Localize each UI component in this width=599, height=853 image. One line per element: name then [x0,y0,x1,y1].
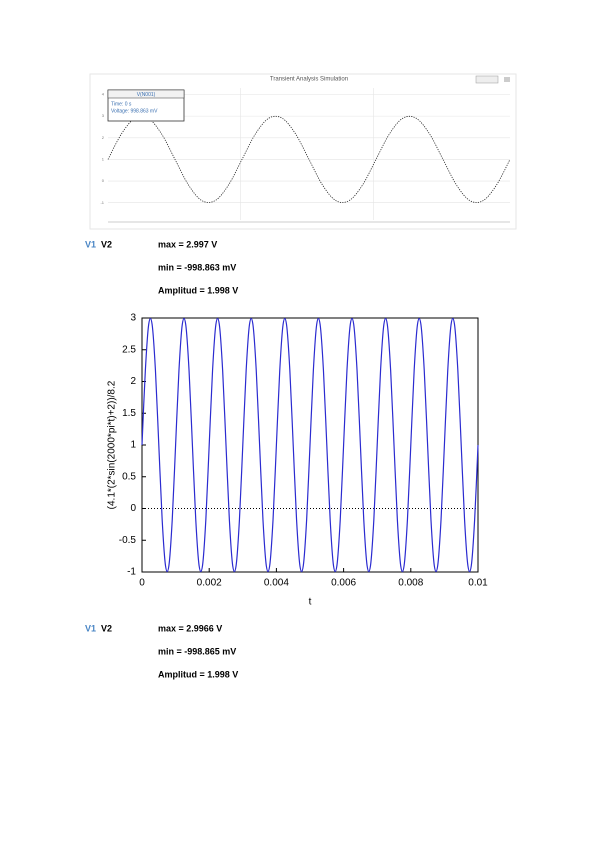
tooltip-header: V(N001) [137,92,156,98]
x-tick-label: 0.004 [264,578,289,589]
readout-line: max = 2.9966 V [158,623,222,633]
v2-label: V2 [101,239,112,249]
tooltip-line: Time: 0 s [111,101,132,107]
y-tick-label: 2.5 [122,344,136,355]
line-series [141,317,479,573]
tooltip-line: Voltage: 998.863 mV [111,108,158,114]
y-tick-label: -1 [127,567,136,578]
chart-title: Transient Analysis Simulation [270,77,348,83]
y-tick-label: 0.5 [122,471,136,482]
v2-label: V2 [101,623,112,633]
x-tick-label: 0.006 [331,578,356,589]
tooltip-header-bg [107,89,185,99]
y-tick-label: 1.5 [122,408,136,419]
readout-line: min = -998.865 mV [158,646,236,656]
y-tick-label: -0.5 [119,535,137,546]
y-tick-label: 3 [102,113,105,118]
y-tick-label: -1 [100,200,104,205]
y-tick-label: 1 [130,440,136,451]
y-tick-label: 4 [102,92,105,97]
y-tick-label: 2 [102,135,105,140]
readout-line: max = 2.997 V [158,239,217,249]
y-tick-label: 3 [130,313,136,324]
line-series [107,115,511,203]
y-axis-label: (4.1*(2*sin(2000*pi*t)+2))/8.2 [107,380,118,509]
y-tick-label: 1 [102,156,105,161]
x-tick-label: 0.008 [398,578,423,589]
menu-icon[interactable] [504,77,510,82]
v1-label: V1 [85,239,96,249]
x-tick-label: 0.01 [468,578,488,589]
y-tick-label: 0 [102,178,105,183]
v1-label: V1 [85,623,96,633]
x-tick-label: 0 [139,578,145,589]
toolbar-button[interactable] [475,75,499,84]
readout-line: Amplitud = 1.998 V [158,285,238,295]
readout-line: min = -998.863 mV [158,262,236,272]
x-tick-label: 0.002 [197,578,222,589]
x-axis-label: t [309,597,312,608]
y-tick-label: 0 [130,503,136,514]
readout-line: Amplitud = 1.998 V [158,669,238,679]
y-tick-label: 2 [130,376,136,387]
